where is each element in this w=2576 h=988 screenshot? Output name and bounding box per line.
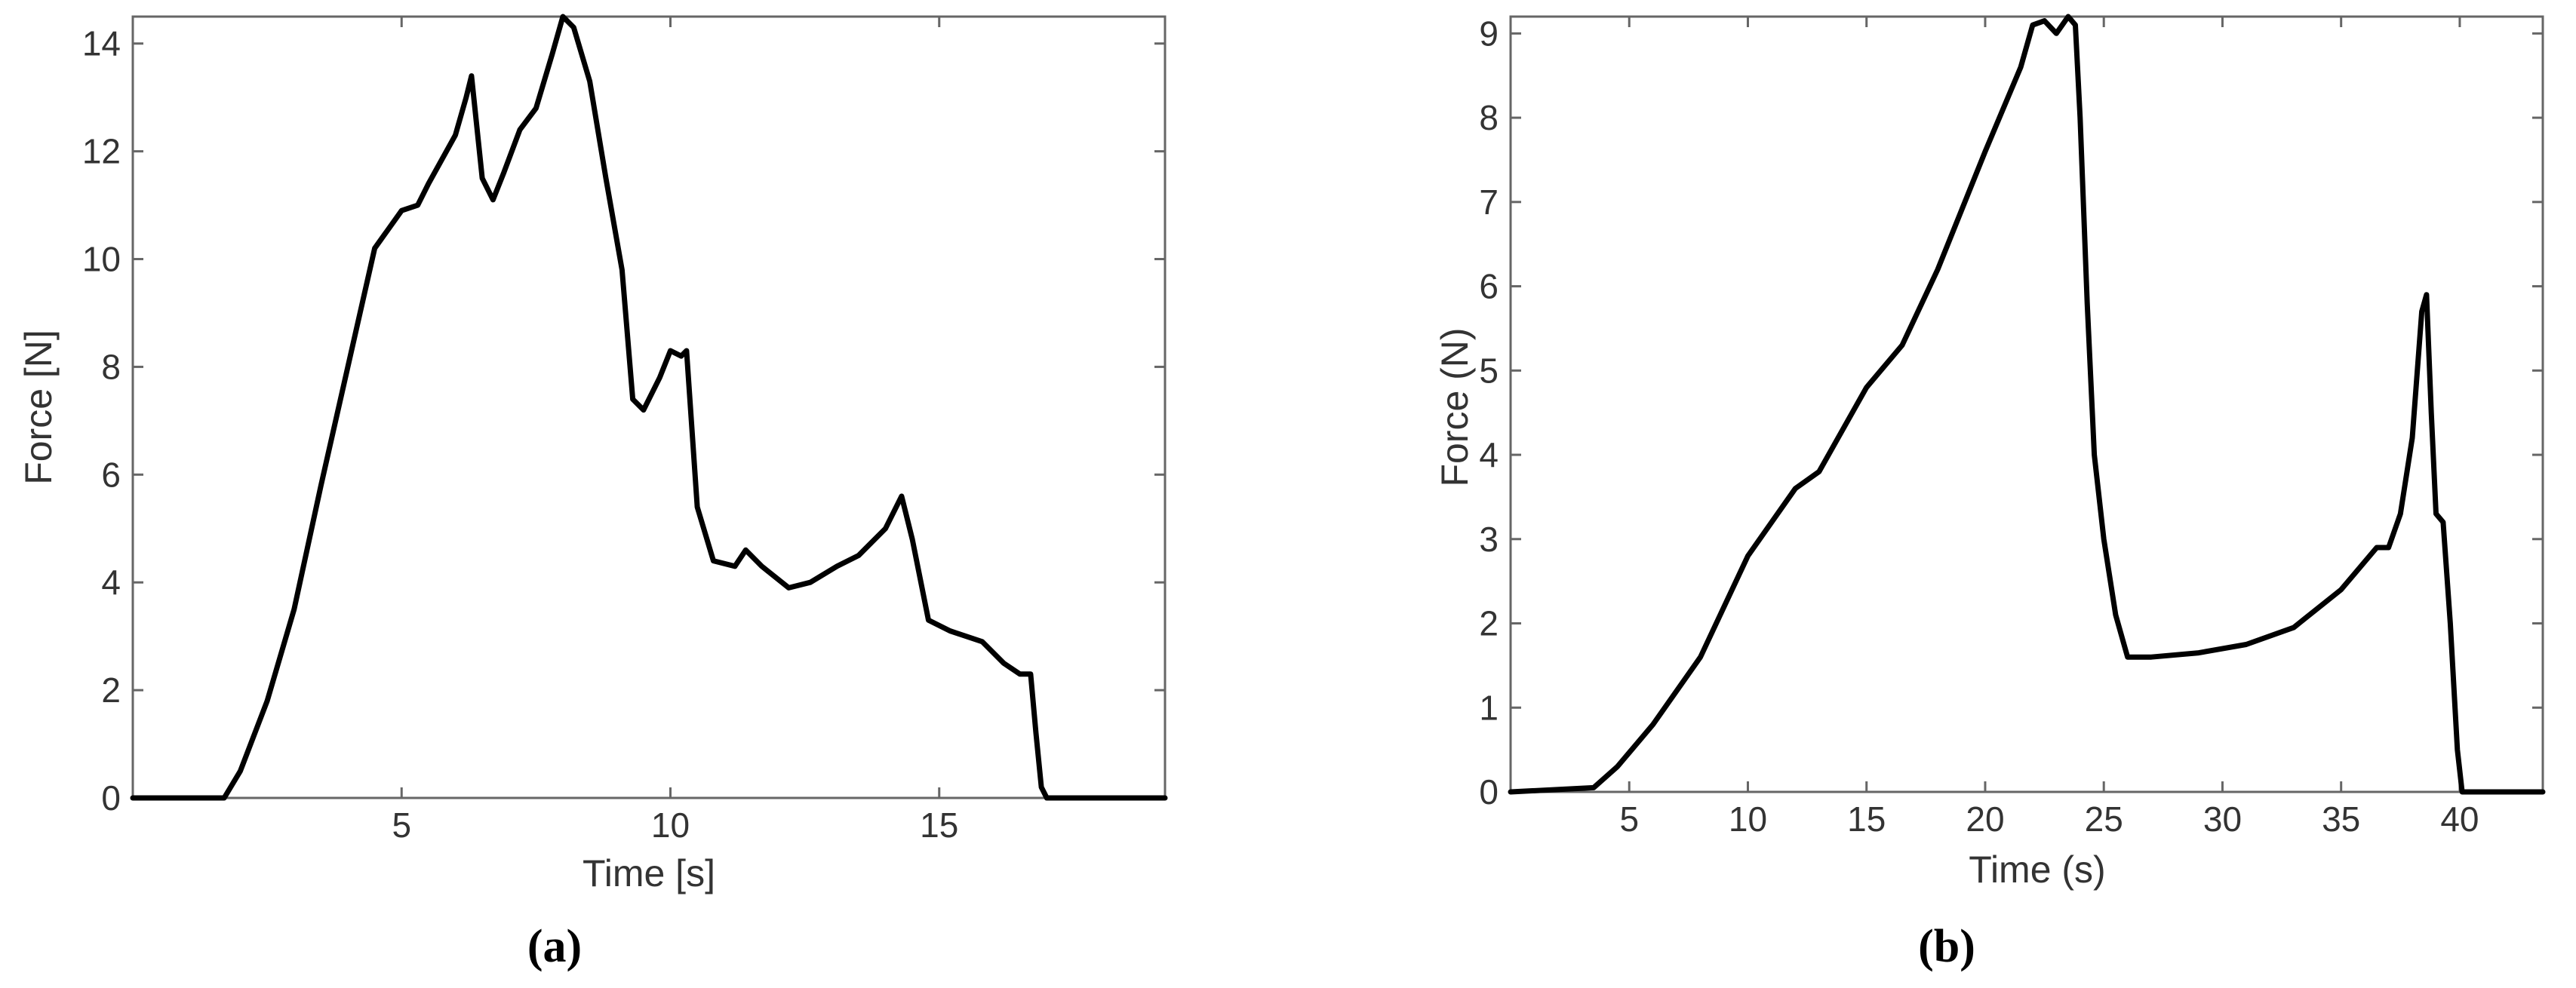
y-tick-label-a: 6 xyxy=(101,455,121,494)
x-tick-label-b: 5 xyxy=(1619,799,1639,839)
x-tick-label-b: 30 xyxy=(2203,799,2242,839)
y-axis-title-a: Force [N] xyxy=(17,330,60,485)
x-tick-label-a: 10 xyxy=(651,805,690,845)
y-tick-label-b: 0 xyxy=(1479,772,1499,812)
x-tick-label-a: 15 xyxy=(920,805,958,845)
y-tick-label-b: 2 xyxy=(1479,604,1499,643)
y-tick-label-a: 8 xyxy=(101,347,121,386)
x-tick-label-b: 10 xyxy=(1729,799,1767,839)
x-tick-label-b: 20 xyxy=(1966,799,2004,839)
panel-label-b: (b) xyxy=(1918,921,1975,972)
y-axis-title-b: Force (N) xyxy=(1434,327,1476,486)
x-tick-label-b: 15 xyxy=(1847,799,1886,839)
marks-a xyxy=(130,14,1168,801)
y-tick-label-b: 6 xyxy=(1479,267,1499,306)
y-tick-label-a: 12 xyxy=(82,132,121,171)
y-tick-label-b: 8 xyxy=(1479,98,1499,137)
series-line-b xyxy=(1508,14,2546,795)
ticks-a: 5 10 15 0 2 4 6 8 10 12 14 xyxy=(82,17,1165,845)
panel-label-a: (a) xyxy=(527,921,582,972)
y-tick-label-a: 0 xyxy=(101,778,121,818)
series-line-a xyxy=(130,14,1168,801)
y-tick-label-b: 1 xyxy=(1479,688,1499,727)
y-tick-label-b: 5 xyxy=(1479,351,1499,390)
panel-b: 5 10 15 20 25 30 35 40 0 1 2 3 4 5 6 7 8 9 Time (s) Force… xyxy=(1434,14,2546,972)
y-tick-label-b: 7 xyxy=(1479,183,1499,222)
ticks-b: 5 10 15 20 25 30 35 40 0 1 2 3 4 5 6 7 8 9 xyxy=(1479,14,2543,839)
y-tick-label-b: 3 xyxy=(1479,520,1499,559)
plot-frame-b xyxy=(1509,15,2544,793)
y-tick-label-a: 2 xyxy=(101,670,121,710)
x-tick-label-b: 25 xyxy=(2085,799,2123,839)
x-tick-label-b: 35 xyxy=(2322,799,2360,839)
x-tick-label-a: 5 xyxy=(392,805,411,845)
x-tick-label-b: 40 xyxy=(2440,799,2479,839)
y-tick-label-b: 9 xyxy=(1479,14,1499,53)
x-axis-title-b: Time (s) xyxy=(1969,848,2105,891)
y-tick-label-a: 14 xyxy=(82,24,121,63)
y-tick-label-a: 4 xyxy=(101,563,121,602)
y-tick-label-a: 10 xyxy=(82,240,121,279)
x-axis-title-a: Time [s] xyxy=(583,852,715,894)
plot-frame-a xyxy=(131,15,1167,799)
marks-b xyxy=(1508,14,2546,795)
panel-a: 5 10 15 0 2 4 6 8 10 12 14 Time [s] Force [N] (a) xyxy=(17,14,1168,972)
y-tick-label-b: 4 xyxy=(1479,435,1499,474)
